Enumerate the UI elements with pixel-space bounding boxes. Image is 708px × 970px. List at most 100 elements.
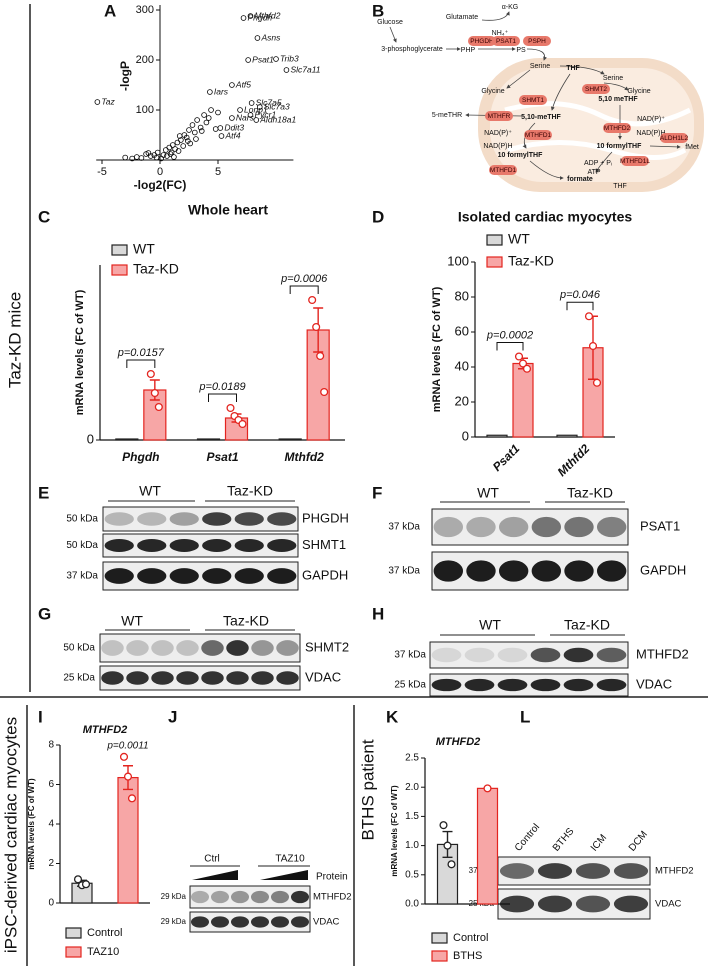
metabolite: THF (566, 65, 580, 72)
y-tick-label: 300 (136, 4, 154, 16)
point (171, 154, 177, 160)
point (247, 13, 254, 19)
metabolite: formate (567, 176, 593, 183)
data-point (316, 351, 325, 361)
point (229, 82, 235, 88)
molecular-weight: 37 kDa (388, 522, 420, 533)
protein-gradient (260, 870, 308, 880)
protein-label: MTHFD2 (655, 866, 694, 877)
blot-band (151, 671, 174, 685)
blot-band (564, 516, 594, 538)
blot-band (169, 568, 199, 584)
metabolite: 5,10 meTHF (598, 96, 638, 103)
point-label: Lonp1 (244, 104, 268, 114)
blot-strip (431, 551, 629, 591)
blot-band (537, 895, 573, 913)
blot-band (530, 678, 561, 692)
data-point (81, 880, 91, 889)
blot-band (276, 671, 299, 685)
data-point (312, 322, 321, 332)
metabolite: fMet (685, 144, 699, 151)
p-value: p=0.0157 (117, 347, 165, 359)
enzyme-pill (519, 95, 547, 105)
point (175, 148, 182, 154)
gradient-label: Protein (316, 872, 348, 883)
blot-band (126, 671, 149, 685)
data-point (238, 419, 247, 429)
protein-label: GAPDH (302, 567, 348, 582)
point (240, 15, 247, 21)
enzyme: MTHFD1 (525, 132, 552, 139)
molecular-weight: 50 kDa (66, 514, 98, 525)
arrow (506, 69, 531, 89)
point (169, 142, 176, 148)
blot-band (251, 671, 274, 685)
enzyme: MTHFD1L (620, 158, 650, 165)
data-point (123, 772, 133, 781)
blot-band (291, 890, 309, 904)
y-axis-label: mRNA levels (FC of WT) (431, 286, 443, 412)
point (198, 128, 205, 134)
p-value: p=0.0006 (280, 273, 328, 285)
y-tick-label: 0.0 (405, 899, 419, 910)
protein-label: GAPDH (640, 562, 686, 577)
metabolite: Serine (603, 75, 623, 82)
point (176, 133, 183, 139)
blot-band (291, 916, 309, 928)
blot-band (267, 512, 297, 526)
blot-band (563, 647, 594, 663)
blot-band (464, 647, 495, 663)
enzyme-pill (603, 123, 631, 133)
enzyme-pill (621, 156, 649, 166)
blot-band (531, 560, 562, 582)
y-axis-label: -logP (118, 61, 132, 91)
point (194, 117, 200, 123)
y-tick-label: 0 (462, 428, 469, 443)
protein-label: MTHFD2 (313, 892, 352, 903)
panel-letter: F (372, 483, 382, 502)
point (134, 154, 140, 160)
blot-band (276, 640, 299, 656)
protein-label: VDAC (305, 669, 341, 684)
point-label: Nars (236, 112, 255, 122)
blot-band (464, 678, 495, 692)
data-point (154, 402, 163, 412)
point (254, 35, 261, 41)
chart-title: MTHFD2 (83, 724, 128, 736)
molecular-weight: 37 kDa (388, 566, 420, 577)
point (166, 144, 173, 151)
enzyme: MTHFD1 (490, 167, 517, 174)
point (205, 115, 212, 121)
arrow (481, 11, 510, 21)
y-tick-label: 0 (87, 431, 94, 446)
y-tick-label: 80 (455, 288, 469, 303)
point-label: Psat1 (252, 54, 274, 64)
lane-label: Control (513, 822, 542, 854)
metabolite: 5-meTHR (432, 112, 462, 119)
side-label: BTHS patient (358, 739, 377, 840)
point (253, 117, 260, 123)
blot-strip (102, 561, 299, 591)
y-tick-label: 100 (136, 104, 154, 116)
group-label: Ctrl (204, 854, 220, 865)
blot-band (251, 916, 269, 928)
blot-band (201, 640, 224, 656)
group-label: Taz-KD (223, 613, 269, 629)
legend-swatch (431, 950, 448, 962)
panel-letter: D (372, 207, 384, 226)
group-label: Taz-KD (564, 617, 610, 633)
panel-letter: H (372, 604, 384, 623)
point (94, 99, 101, 105)
x-tick-label: Mthfd2 (555, 441, 593, 479)
point (185, 138, 191, 144)
enzyme-pill (660, 133, 688, 143)
metabolite: Glutamate (446, 14, 478, 21)
blot-band (596, 516, 627, 538)
significance-bracket (289, 285, 319, 294)
legend-swatch (431, 932, 448, 944)
protein-gradient (192, 870, 238, 880)
y-tick-label: 2.0 (405, 782, 419, 793)
legend-label: TAZ10 (87, 946, 119, 958)
blot-band (596, 647, 627, 663)
enzyme: ALDH1L2 (660, 135, 689, 142)
